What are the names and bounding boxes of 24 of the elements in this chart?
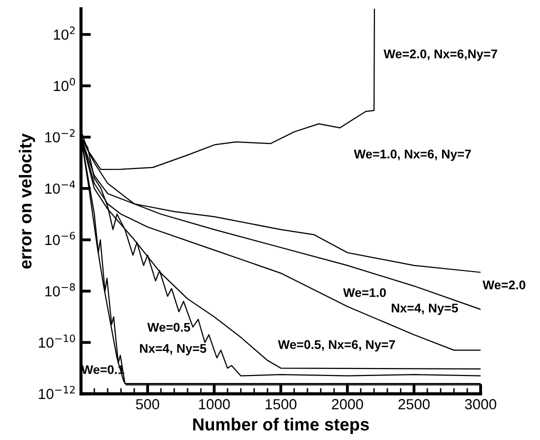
y-tick-label: 10$^{0}$	[54, 78, 75, 92]
x-tick-label: 2500	[398, 399, 430, 410]
x-tick-label: 500	[136, 399, 160, 410]
y-tick-label: 10$^{−10}$	[38, 334, 76, 348]
annotation: Nx=4, Ny=5	[392, 304, 458, 315]
annotation: Nx=4, Ny=5	[140, 344, 206, 356]
y-tick-label: 10$^{−4}$	[45, 180, 76, 194]
x-axis-title: Number of time steps	[193, 418, 369, 434]
y-tick-label: 10$^{−12}$	[38, 386, 75, 400]
y-tick-label: 10$^{−8}$	[45, 283, 75, 296]
annotation: We=0.5, Nx=6, Ny=7	[278, 340, 395, 352]
x-tick-label: 1500	[266, 399, 296, 410]
annotation: We=0.5	[147, 322, 190, 332]
annotation: We=2.0, Nx=6,Ny=7	[384, 50, 498, 61]
annotation: We=1.0, Nx=6, Ny=7	[354, 150, 471, 161]
y-tick-label: 10$^{2}$	[54, 26, 75, 40]
y-axis-title: error on velocity	[18, 133, 36, 269]
x-tick-label: 1000	[199, 399, 230, 410]
text: We=2.0	[482, 280, 526, 290]
y-tick-label: 10$^{−6}$	[45, 232, 75, 246]
annotation: We=1.0	[343, 288, 386, 298]
x-tick-label: 2000	[332, 399, 364, 410]
x-tick-label: 3000	[464, 399, 496, 410]
y-tick-label: 10$^{−2}$	[45, 129, 75, 142]
